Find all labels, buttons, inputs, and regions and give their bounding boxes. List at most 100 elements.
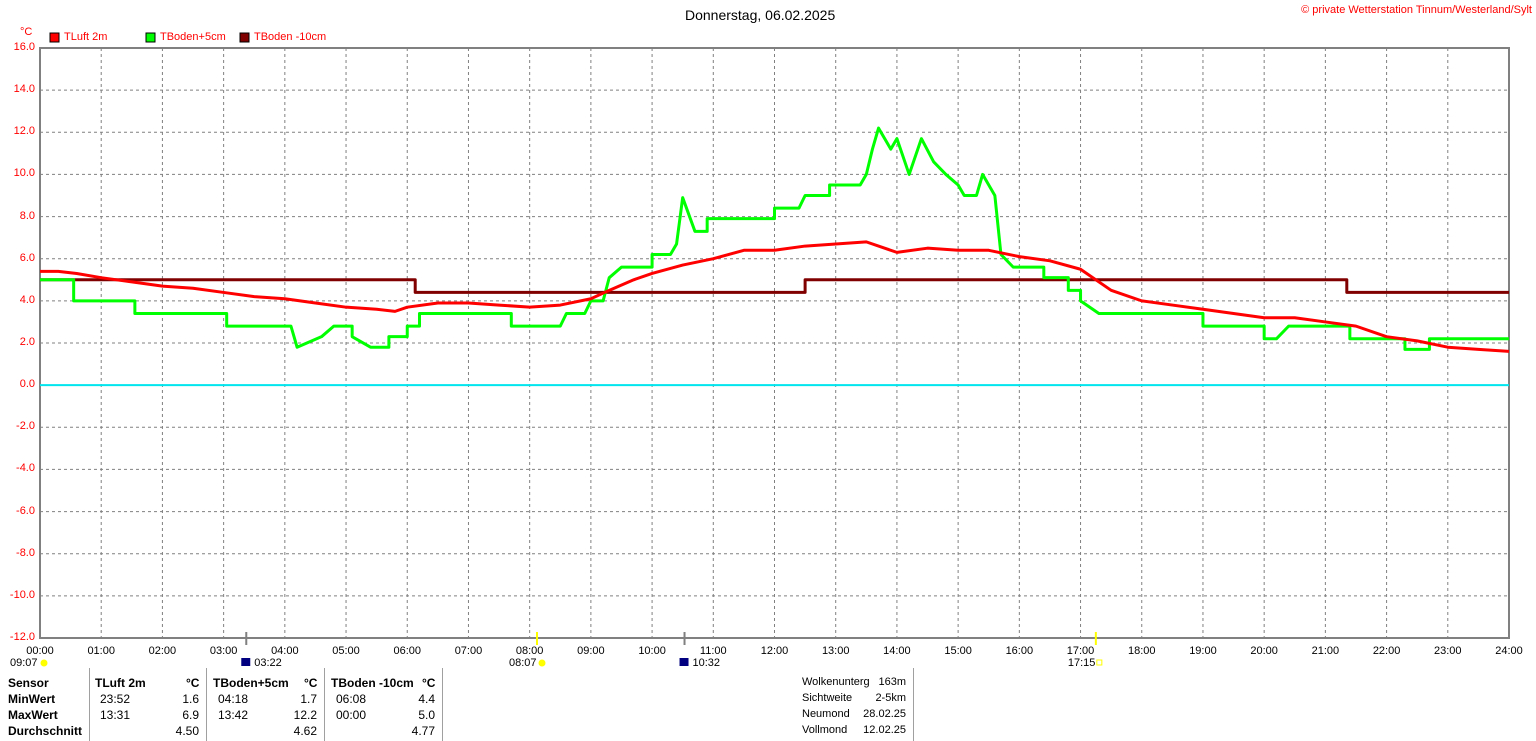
stats-row-label: Durchschnitt bbox=[8, 724, 83, 738]
stats-header-sensor: Sensor bbox=[8, 676, 49, 690]
x-tick-label: 22:00 bbox=[1372, 645, 1401, 657]
x-tick-label: 13:00 bbox=[821, 645, 850, 657]
copyright: © private Wetterstation Tinnum/Westerlan… bbox=[1301, 4, 1532, 16]
x-tick-label: 19:00 bbox=[1189, 645, 1217, 657]
x-tick-label: 23:00 bbox=[1434, 645, 1462, 657]
x-tick-label: 24:00 bbox=[1495, 645, 1523, 657]
x-tick-label: 10:00 bbox=[638, 645, 666, 657]
y-tick-label: 8.0 bbox=[19, 209, 35, 222]
legend-label: TLuft 2m bbox=[64, 31, 108, 43]
annotation-label-moonset: 10:32 bbox=[692, 657, 721, 669]
stats-time: 23:52 bbox=[100, 692, 131, 706]
divider bbox=[206, 668, 207, 741]
annotation-label-sunset: 17:15 bbox=[1067, 657, 1096, 669]
annotation-label-sunrise-prev: 09:07 bbox=[10, 657, 38, 669]
series-line-tboden-5cm bbox=[40, 126, 1509, 351]
stats-value: 1.7 bbox=[300, 692, 317, 706]
y-tick-label: 0.0 bbox=[19, 378, 35, 391]
x-tick-label: 14:00 bbox=[883, 645, 911, 657]
info-value: 28.02.25 bbox=[863, 708, 906, 720]
series-line-tluft-2m bbox=[40, 240, 1510, 353]
stats-value: 4.77 bbox=[411, 724, 435, 738]
y-tick-label: 6.0 bbox=[19, 251, 35, 264]
stats-header-unit1: °C bbox=[186, 676, 200, 690]
x-tick-label: 06:00 bbox=[393, 645, 422, 657]
divider bbox=[913, 668, 914, 741]
y-tick-label: 2.0 bbox=[19, 336, 35, 348]
annotation-label-moonrise: 03:22 bbox=[254, 657, 282, 669]
y-tick-label: -8.0 bbox=[16, 546, 35, 559]
sunset-icon bbox=[1096, 659, 1103, 666]
info-value: 12.02.25 bbox=[863, 724, 906, 736]
divider bbox=[89, 668, 90, 741]
stats-value: 4.4 bbox=[418, 692, 435, 706]
sun-icon bbox=[40, 659, 48, 667]
sun-icon bbox=[538, 659, 546, 667]
series-line-tboden-10cm bbox=[40, 278, 1509, 294]
info-label: Vollmond bbox=[802, 724, 848, 736]
x-tick-label: 01:00 bbox=[87, 645, 115, 657]
stats-time: 13:42 bbox=[218, 708, 249, 722]
x-tick-label: 02:00 bbox=[148, 645, 177, 657]
stats-header-tboden10: TBoden -10cm bbox=[331, 676, 414, 690]
stats-value: 4.50 bbox=[175, 724, 199, 738]
x-tick-label: 15:00 bbox=[944, 645, 972, 657]
y-tick-label: -4.0 bbox=[16, 462, 35, 475]
legend-swatch bbox=[49, 32, 60, 43]
divider bbox=[442, 668, 443, 741]
info-value: 163m bbox=[878, 676, 906, 688]
stats-header-tluft: TLuft 2m bbox=[95, 676, 146, 690]
legend-swatch bbox=[145, 32, 156, 43]
info-label: Wolkenunterg bbox=[802, 676, 870, 688]
x-tick-label: 16:00 bbox=[1005, 645, 1034, 657]
x-tick-label: 18:00 bbox=[1127, 645, 1156, 657]
y-tick-label: 4.0 bbox=[19, 293, 35, 306]
divider bbox=[324, 668, 325, 741]
y-tick-label: -6.0 bbox=[16, 504, 35, 517]
stats-time: 06:08 bbox=[336, 692, 367, 706]
y-tick-label: -12.0 bbox=[9, 631, 35, 643]
x-tick-label: 00:00 bbox=[26, 645, 54, 657]
stats-row-label: MinWert bbox=[8, 692, 56, 706]
y-tick-label: 12.0 bbox=[13, 125, 35, 138]
moonrise-icon bbox=[241, 658, 251, 666]
stats-value: 12.2 bbox=[293, 708, 317, 722]
stats-time: 13:31 bbox=[100, 708, 131, 722]
y-tick-label: -2.0 bbox=[16, 420, 35, 433]
info-label: Neumond bbox=[802, 708, 850, 720]
info-value: 2-5km bbox=[875, 692, 906, 704]
y-tick-label: -10.0 bbox=[9, 588, 35, 601]
x-tick-label: 05:00 bbox=[332, 645, 360, 657]
x-tick-label: 08:00 bbox=[515, 645, 544, 657]
x-tick-label: 17:00 bbox=[1066, 645, 1095, 657]
x-tick-label: 04:00 bbox=[271, 645, 299, 657]
x-tick-label: 11:00 bbox=[699, 645, 727, 657]
x-tick-label: 07:00 bbox=[454, 645, 483, 657]
x-tick-label: 20:00 bbox=[1250, 645, 1278, 657]
stats-row-label: MaxWert bbox=[8, 708, 58, 722]
stats-value: 1.6 bbox=[182, 692, 199, 706]
info-label: Sichtweite bbox=[802, 692, 853, 704]
x-tick-label: 21:00 bbox=[1311, 645, 1340, 657]
y-tick-label: 14.0 bbox=[13, 83, 35, 96]
legend-label: TBoden+5cm bbox=[160, 31, 226, 43]
stats-time: 04:18 bbox=[218, 692, 249, 706]
stats-header-unit3: °C bbox=[422, 676, 436, 690]
stats-time: 00:00 bbox=[336, 708, 367, 722]
annotation-label-sunrise: 08:07 bbox=[509, 657, 537, 669]
y-axis-unit: °C bbox=[20, 26, 33, 38]
stats-value: 4.62 bbox=[293, 724, 317, 738]
stats-value: 6.9 bbox=[182, 708, 199, 722]
stats-header-unit2: °C bbox=[304, 676, 318, 690]
x-tick-label: 12:00 bbox=[760, 645, 789, 657]
legend-swatch bbox=[239, 32, 250, 43]
x-tick-label: 09:00 bbox=[577, 645, 605, 657]
chart-title: Donnerstag, 06.02.2025 bbox=[685, 7, 836, 23]
y-tick-label: 16.0 bbox=[13, 41, 35, 53]
y-tick-label: 10.0 bbox=[13, 167, 35, 180]
x-tick-label: 03:00 bbox=[209, 645, 238, 657]
stats-value: 5.0 bbox=[418, 708, 435, 722]
stats-header-tboden5: TBoden+5cm bbox=[213, 676, 289, 690]
